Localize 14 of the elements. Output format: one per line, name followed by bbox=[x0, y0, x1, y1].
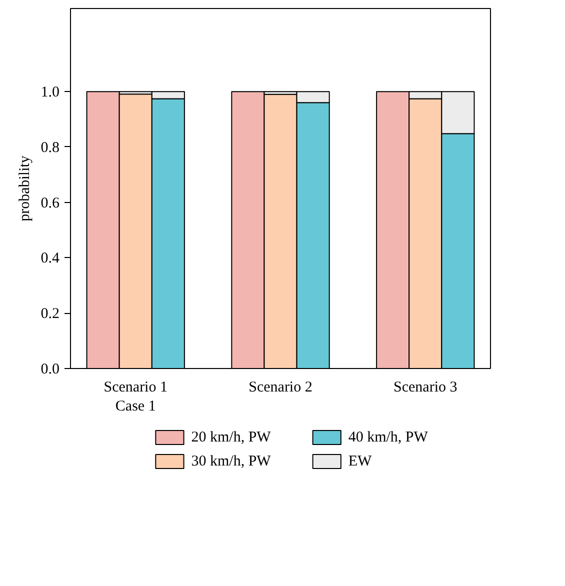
y-tick-label: 0.0 bbox=[40, 362, 60, 378]
y-axis-title: probability bbox=[16, 155, 33, 222]
y-tick-label: 0.2 bbox=[40, 306, 60, 322]
legend-label: 20 km/h, PW bbox=[191, 430, 272, 446]
y-tick-label: 0.6 bbox=[40, 195, 60, 212]
y-tick-label: 1.0 bbox=[40, 84, 60, 101]
legend-label: 30 km/h, PW bbox=[191, 454, 272, 470]
legend-label: 40 km/h, PW bbox=[348, 430, 429, 446]
x-tick-label: Scenario 1 Case 1 bbox=[104, 380, 168, 415]
y-tick-label: 0.8 bbox=[40, 140, 60, 156]
x-tick-label: Scenario 3 bbox=[394, 380, 458, 396]
legend-label: EW bbox=[348, 454, 373, 470]
x-tick-label: Scenario 2 bbox=[248, 380, 312, 396]
y-tick-label: 0.4 bbox=[40, 250, 60, 267]
